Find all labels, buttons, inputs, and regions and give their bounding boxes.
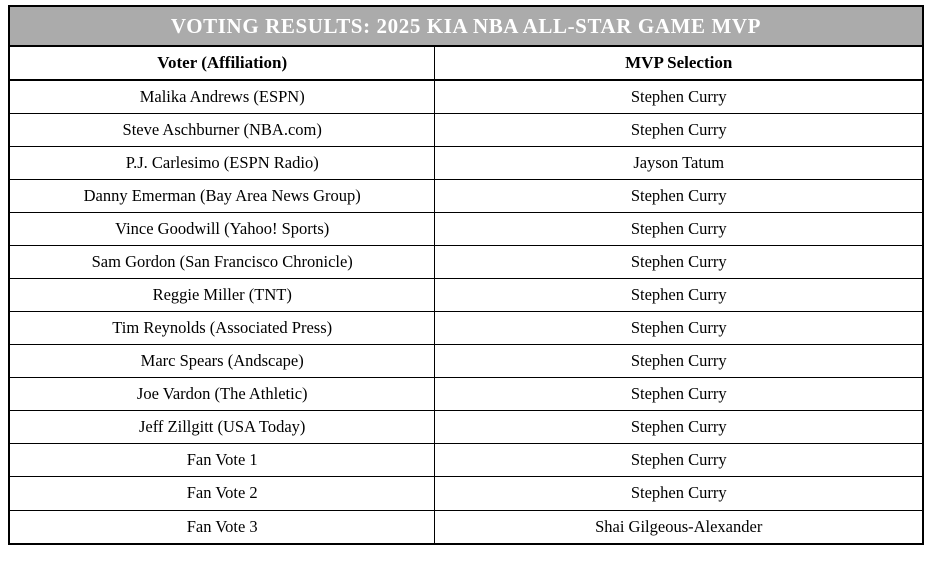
selection-cell: Stephen Curry: [434, 476, 924, 511]
table-row: Steve Aschburner (NBA.com) Stephen Curry: [8, 113, 924, 148]
voter-cell: Malika Andrews (ESPN): [8, 79, 436, 115]
table-row: Reggie Miller (TNT) Stephen Curry: [8, 278, 924, 313]
selection-cell: Stephen Curry: [434, 79, 924, 115]
column-header-row: Voter (Affiliation) MVP Selection: [8, 45, 924, 81]
column-header-voter: Voter (Affiliation): [8, 45, 436, 81]
voting-results-table: VOTING RESULTS: 2025 KIA NBA ALL-STAR GA…: [8, 5, 924, 545]
table-row: Sam Gordon (San Francisco Chronicle) Ste…: [8, 245, 924, 280]
selection-cell: Stephen Curry: [434, 344, 924, 379]
column-header-mvp-selection: MVP Selection: [434, 45, 924, 81]
voter-cell: Sam Gordon (San Francisco Chronicle): [8, 245, 436, 280]
title-row: VOTING RESULTS: 2025 KIA NBA ALL-STAR GA…: [8, 5, 924, 47]
table-row: Vince Goodwill (Yahoo! Sports) Stephen C…: [8, 212, 924, 247]
table-row: Fan Vote 1 Stephen Curry: [8, 443, 924, 478]
voter-cell: Fan Vote 2: [8, 476, 436, 511]
voter-cell: Jeff Zillgitt (USA Today): [8, 410, 436, 445]
table-row: Danny Emerman (Bay Area News Group) Step…: [8, 179, 924, 214]
voter-cell: Vince Goodwill (Yahoo! Sports): [8, 212, 436, 247]
selection-cell: Stephen Curry: [434, 179, 924, 214]
voter-cell: P.J. Carlesimo (ESPN Radio): [8, 146, 436, 181]
selection-cell: Stephen Curry: [434, 311, 924, 346]
selection-cell: Jayson Tatum: [434, 146, 924, 181]
table-row: Malika Andrews (ESPN) Stephen Curry: [8, 79, 924, 115]
voter-cell: Reggie Miller (TNT): [8, 278, 436, 313]
voter-cell: Tim Reynolds (Associated Press): [8, 311, 436, 346]
table-title: VOTING RESULTS: 2025 KIA NBA ALL-STAR GA…: [8, 5, 924, 47]
selection-cell: Stephen Curry: [434, 410, 924, 445]
voter-cell: Steve Aschburner (NBA.com): [8, 113, 436, 148]
voter-cell: Marc Spears (Andscape): [8, 344, 436, 379]
selection-cell: Stephen Curry: [434, 212, 924, 247]
selection-cell: Stephen Curry: [434, 377, 924, 412]
table-row: Fan Vote 3 Shai Gilgeous-Alexander: [8, 509, 924, 545]
table-row: P.J. Carlesimo (ESPN Radio) Jayson Tatum: [8, 146, 924, 181]
selection-cell: Stephen Curry: [434, 113, 924, 148]
voter-cell: Fan Vote 1: [8, 443, 436, 478]
table-row: Fan Vote 2 Stephen Curry: [8, 476, 924, 511]
table-row: Joe Vardon (The Athletic) Stephen Curry: [8, 377, 924, 412]
voter-cell: Fan Vote 3: [8, 509, 436, 545]
selection-cell: Stephen Curry: [434, 443, 924, 478]
table-row: Jeff Zillgitt (USA Today) Stephen Curry: [8, 410, 924, 445]
selection-cell: Stephen Curry: [434, 278, 924, 313]
selection-cell: Stephen Curry: [434, 245, 924, 280]
table-row: Tim Reynolds (Associated Press) Stephen …: [8, 311, 924, 346]
table-row: Marc Spears (Andscape) Stephen Curry: [8, 344, 924, 379]
selection-cell: Shai Gilgeous-Alexander: [434, 509, 924, 545]
voter-cell: Joe Vardon (The Athletic): [8, 377, 436, 412]
voter-cell: Danny Emerman (Bay Area News Group): [8, 179, 436, 214]
